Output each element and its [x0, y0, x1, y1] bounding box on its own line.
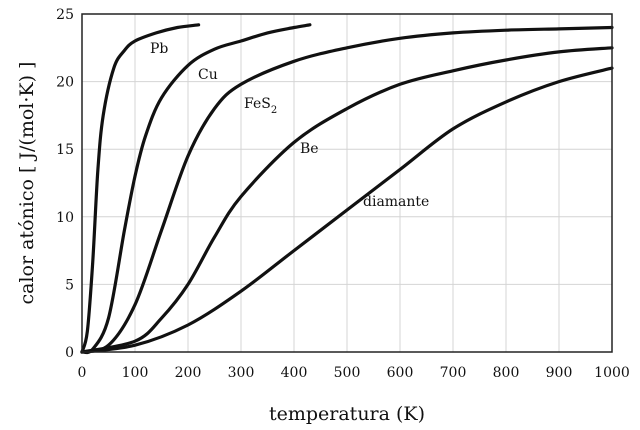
y-tick-label: 15	[56, 142, 74, 158]
curve-label-be: Be	[300, 141, 319, 157]
curve-labels: Pb Cu FeS2 Be diamante	[150, 41, 429, 210]
y-tick-label: 0	[65, 345, 74, 361]
curve-be	[80, 46, 614, 354]
curve-label-diamante: diamante	[363, 194, 429, 210]
x-tick-label: 800	[493, 365, 520, 381]
curves	[80, 23, 614, 355]
axis-ticks: 0 100 200 300 400 500 600 700 800 900 1000 0 5 10 15 20…	[56, 7, 630, 381]
x-tick-label: 700	[440, 365, 467, 381]
curve-diamante	[80, 66, 614, 354]
y-tick-label: 5	[65, 277, 74, 293]
x-tick-label: 500	[334, 365, 361, 381]
grid	[81, 13, 613, 353]
x-tick-label: 900	[546, 365, 573, 381]
y-tick-label: 10	[56, 210, 74, 226]
x-tick-label: 100	[122, 365, 149, 381]
x-tick-label: 600	[387, 365, 414, 381]
plot-frame	[81, 13, 613, 353]
curve-label-pb: Pb	[150, 41, 168, 57]
curve-fes-2	[80, 25, 614, 354]
x-tick-label: 0	[78, 365, 87, 381]
curve-label-fes-2: FeS2	[244, 96, 277, 116]
y-tick-label: 20	[56, 75, 74, 91]
x-tick-label: 200	[175, 365, 202, 381]
curve-cu	[80, 23, 312, 355]
y-axis-title: calor atónico [ J/(mol·K) ]	[16, 62, 38, 305]
curve-label-cu: Cu	[198, 67, 218, 83]
curve-pb	[80, 23, 201, 354]
y-tick-label: 25	[56, 7, 74, 23]
x-tick-label: 400	[281, 365, 308, 381]
x-tick-label: 300	[228, 365, 255, 381]
x-axis-title: temperatura (K)	[269, 403, 425, 425]
x-tick-label: 1000	[594, 365, 630, 381]
